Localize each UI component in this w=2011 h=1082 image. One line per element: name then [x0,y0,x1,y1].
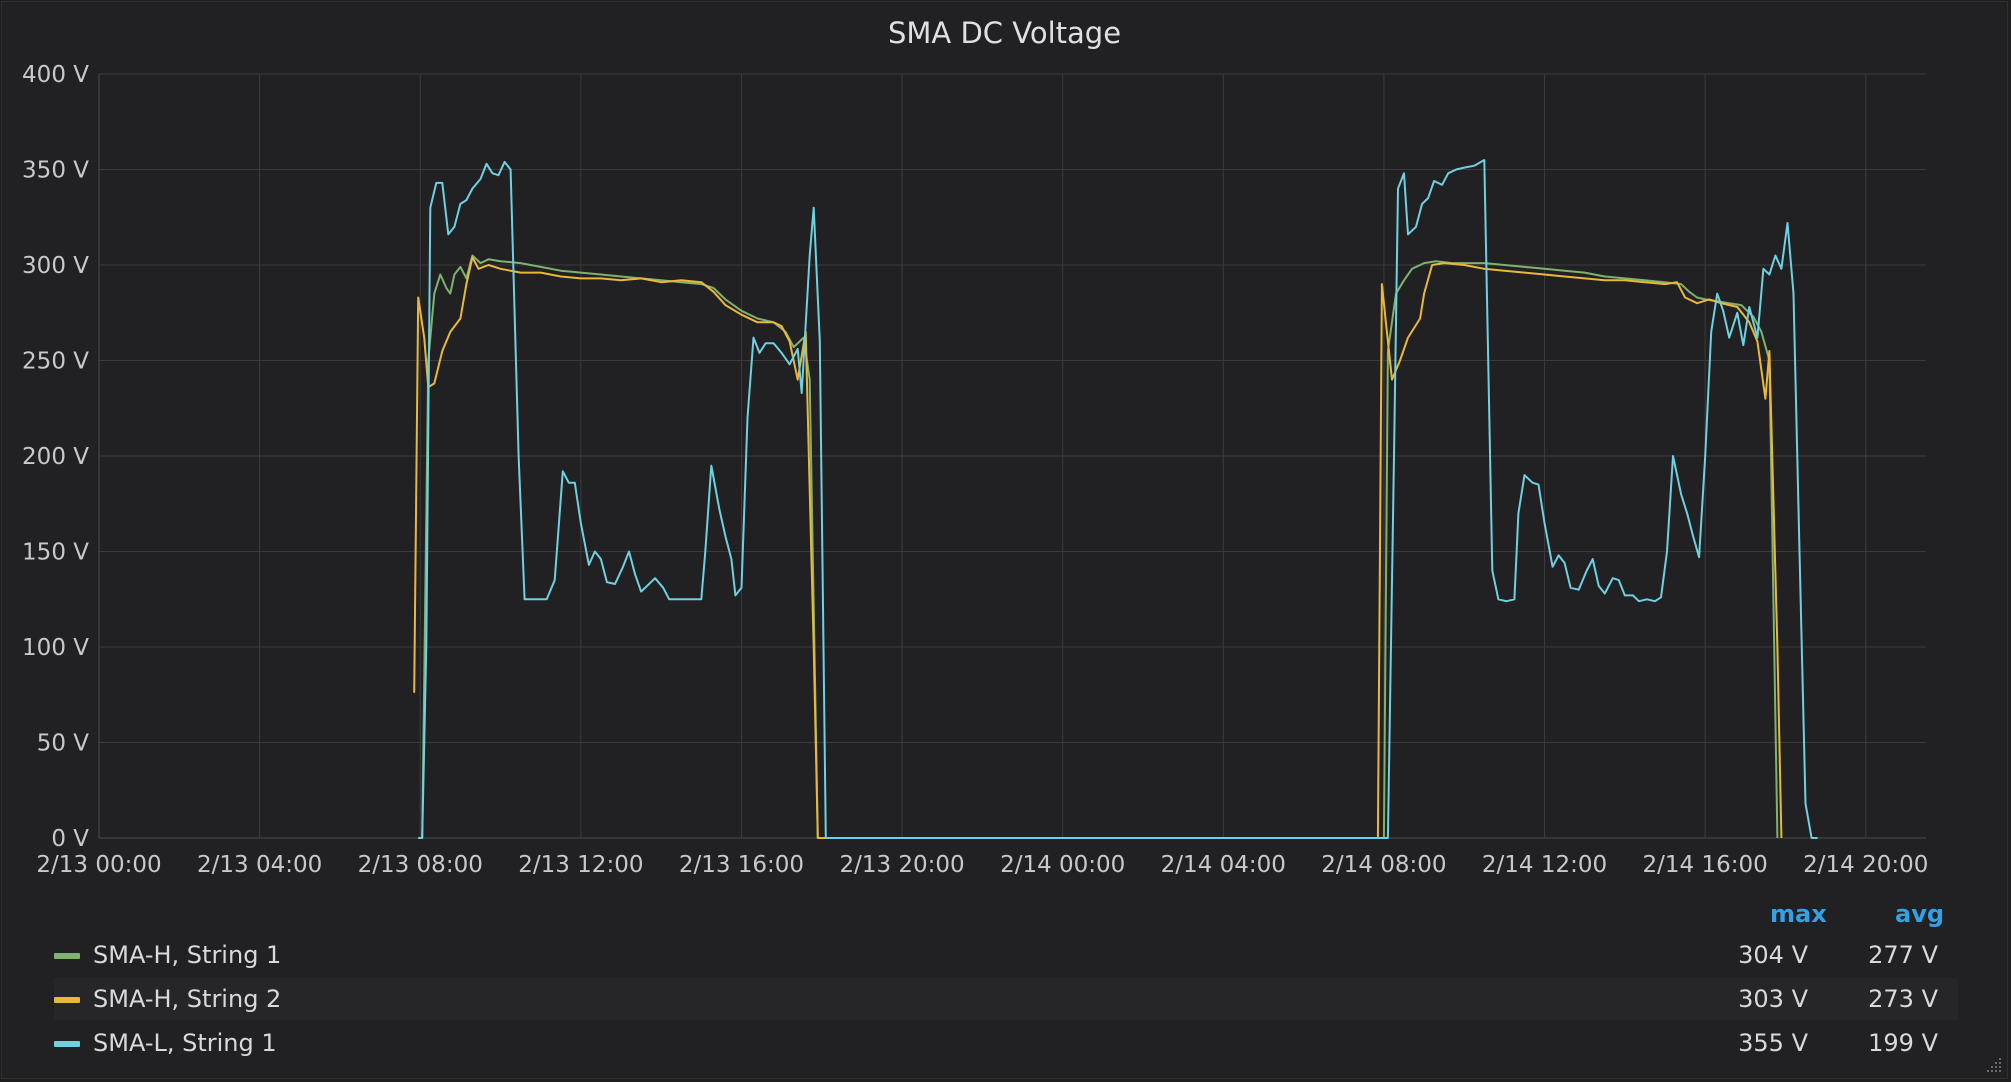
legend-header-avg[interactable]: avg [1895,900,1945,928]
legend-avg-value: 199 V [1868,1029,1938,1057]
x-tick-label: 2/13 20:00 [839,852,964,878]
x-tick-label: 2/13 04:00 [197,852,322,878]
legend-avg-value: 277 V [1868,941,1938,969]
grid [98,73,1926,839]
legend-label[interactable]: SMA-H, String 2 [93,985,282,1013]
series-color-swatch[interactable] [54,953,80,959]
x-tick-label: 2/14 16:00 [1643,852,1768,878]
x-tick-label: 2/13 16:00 [679,852,804,878]
x-tick-label: 2/13 08:00 [358,852,483,878]
panel-title[interactable]: SMA DC Voltage [887,16,1122,50]
y-tick-label: 150 V [22,540,89,566]
legend-max-value: 304 V [1738,941,1808,969]
line-chart[interactable]: 0 V 50 V 100 V 150 V 200 V 250 V 300 V 350 V 400… [2,2,2009,882]
x-tick-label: 2/13 12:00 [518,852,643,878]
x-tick-label: 2/14 20:00 [1803,852,1928,878]
series-line-2[interactable] [418,159,1818,839]
x-tick-label: 2/14 04:00 [1161,852,1286,878]
series-line-1[interactable] [413,256,1783,839]
legend-label[interactable]: SMA-H, String 1 [93,941,282,969]
x-axis: 2/13 00:00 2/13 04:00 2/13 08:00 2/13 12:00… [36,837,1928,878]
y-tick-label: 100 V [22,635,89,661]
y-tick-label: 400 V [22,62,89,88]
series-color-swatch[interactable] [54,997,80,1003]
legend-max-value: 303 V [1738,985,1808,1013]
legend-avg-value: 273 V [1868,985,1938,1013]
resize-handle-icon[interactable] [1983,1054,2003,1074]
legend-header-max[interactable]: max [1770,900,1827,928]
y-tick-label: 350 V [22,158,89,184]
legend-item-sma-h-string-1[interactable]: SMA-H, String 1 304 V 277 V [54,934,1958,976]
y-tick-label: 200 V [22,444,89,470]
y-tick-label: 300 V [22,253,89,279]
legend-item-sma-h-string-2[interactable]: SMA-H, String 2 303 V 273 V [54,978,1958,1020]
y-tick-label: 0 V [51,826,89,852]
y-axis: 0 V 50 V 100 V 150 V 200 V 250 V 300 V 350 V 400… [22,62,100,852]
x-tick-label: 2/13 00:00 [36,852,161,878]
series-line-0[interactable] [421,254,1779,839]
y-tick-label: 50 V [37,731,90,757]
legend-max-value: 355 V [1738,1029,1808,1057]
x-tick-label: 2/14 08:00 [1321,852,1446,878]
x-tick-label: 2/14 12:00 [1482,852,1607,878]
legend-item-sma-l-string-1[interactable]: SMA-L, String 1 355 V 199 V [54,1022,1958,1064]
legend-label[interactable]: SMA-L, String 1 [93,1029,277,1057]
series-color-swatch[interactable] [54,1041,80,1047]
plot-area[interactable] [413,159,1818,839]
y-tick-label: 250 V [22,349,89,375]
x-tick-label: 2/14 00:00 [1000,852,1125,878]
